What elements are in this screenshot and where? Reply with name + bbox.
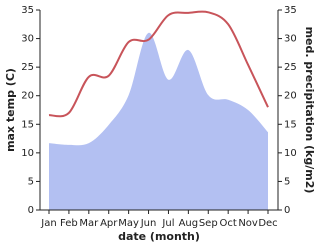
- y2-axis-label: med. precipitation (kg/m2): [303, 27, 316, 194]
- y-tick-label: 15: [21, 119, 34, 130]
- y-tick-label: 0: [28, 205, 34, 216]
- y2-tick-label: 15: [284, 119, 297, 130]
- x-tick-label: Aug: [179, 218, 199, 229]
- y2-tick-label: 35: [284, 5, 297, 16]
- y2-tick-label: 5: [284, 176, 290, 187]
- x-axis-label: date (month): [118, 230, 200, 243]
- x-tick-label: Dec: [258, 218, 277, 229]
- x-tick-label: Jul: [161, 218, 174, 229]
- y-tick-label: 30: [21, 34, 34, 45]
- y2-tick-label: 10: [284, 148, 297, 159]
- y2-tick-label: 0: [284, 205, 290, 216]
- x-tick-label: Feb: [60, 218, 78, 229]
- precipitation-area: [49, 32, 268, 210]
- temp-line: [48, 10, 269, 118]
- x-tick-label: Sep: [199, 218, 218, 229]
- y-tick-label: 25: [21, 62, 34, 73]
- x-tick-label: May: [118, 218, 139, 229]
- y2-tick-label: 30: [284, 34, 297, 45]
- y-tick-label: 5: [28, 176, 34, 187]
- y-tick-label: 35: [21, 5, 34, 16]
- y-tick-label: 10: [21, 148, 34, 159]
- y-tick-label: 20: [21, 91, 34, 102]
- y-axis-label: max temp (C): [4, 68, 17, 152]
- x-tick-label: Nov: [238, 218, 258, 229]
- x-tick-label: Apr: [100, 218, 118, 229]
- y2-tick-label: 25: [284, 62, 297, 73]
- x-tick-label: Jan: [40, 218, 56, 229]
- x-tick-label: Mar: [79, 218, 99, 229]
- y2-tick-label: 20: [284, 91, 297, 102]
- x-tick-label: Jun: [140, 218, 157, 229]
- x-tick-label: Oct: [220, 218, 237, 229]
